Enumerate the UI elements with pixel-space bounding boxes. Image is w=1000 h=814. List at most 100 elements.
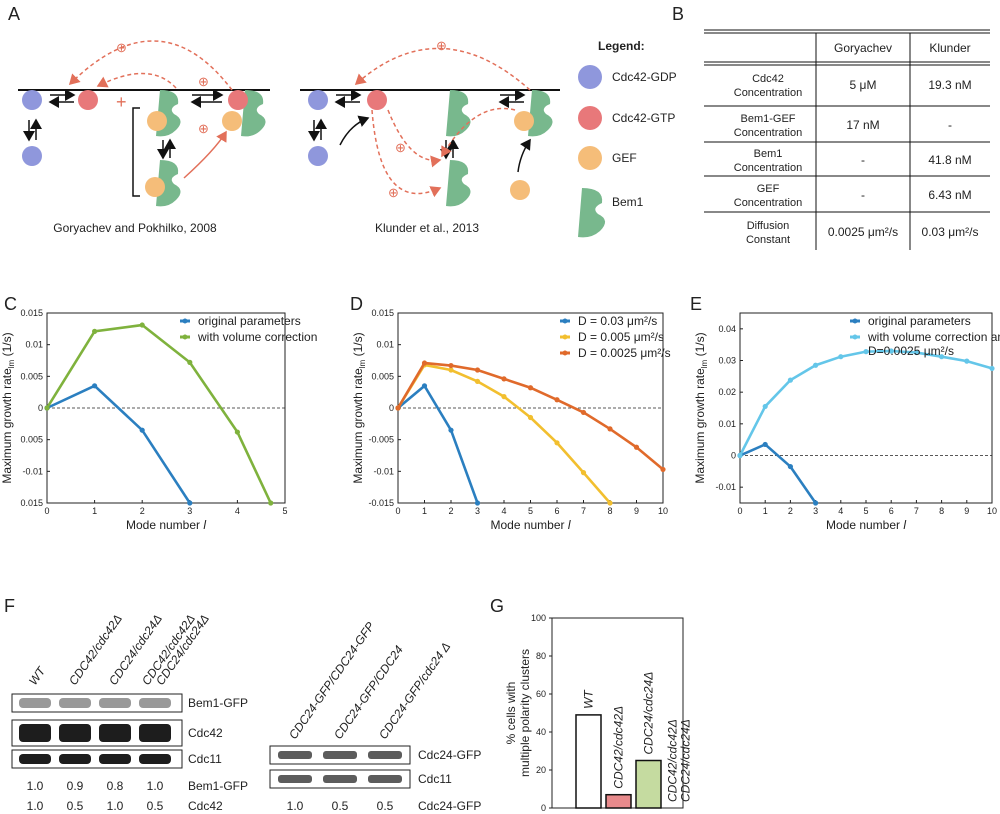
table-cell-goryachev: -	[861, 188, 865, 202]
table-cell-klunder: 6.43 nM	[928, 188, 971, 202]
data-point	[501, 394, 507, 400]
table-cell-klunder: 0.03 μm²/s	[922, 225, 979, 239]
quant-label: Bem1-GFP	[188, 779, 248, 793]
data-point	[421, 360, 428, 366]
cdc42-gdp-cytosol-r	[308, 146, 328, 166]
panel-label-a: A	[8, 4, 20, 24]
series-line-0	[740, 442, 817, 503]
x-tick-label: 10	[658, 506, 668, 516]
bar	[605, 793, 632, 809]
x-tick-label: 1	[92, 506, 97, 516]
data-point	[737, 452, 743, 459]
caption-klunder: Klunder et al., 2013	[375, 221, 479, 235]
legend-entry: with volume correction and	[867, 330, 1000, 344]
x-tick-label: 7	[581, 506, 586, 516]
data-point	[787, 377, 794, 383]
data-point	[762, 403, 768, 410]
data-point	[474, 378, 481, 384]
y-tick-label: 0.04	[718, 324, 736, 334]
data-point	[554, 397, 560, 403]
data-point	[838, 354, 844, 360]
series-line-0	[47, 384, 191, 503]
table-row-label: Bem1-GEF	[740, 113, 795, 125]
legend-marker	[182, 318, 188, 324]
blot-band	[323, 751, 357, 759]
caption-goryachev: Goryachev and Pokhilko, 2008	[53, 221, 217, 235]
legend-entry: with volume correction	[197, 330, 317, 344]
x-tick-label: 4	[235, 506, 240, 516]
data-point	[989, 365, 995, 372]
quant-value: 0.5	[377, 799, 394, 813]
quant-value: 0.9	[67, 779, 84, 793]
quant-value: 1.0	[27, 799, 44, 813]
cdc42-gtp	[78, 90, 98, 110]
y-tick-label: 0.015	[371, 308, 394, 318]
blot-band	[19, 698, 51, 708]
y-tick-label: 80	[536, 651, 546, 661]
legend-entry: original parameters	[868, 314, 971, 328]
feedback-arrow-left-inner	[96, 72, 177, 89]
legend-marker	[562, 318, 568, 324]
data-point	[474, 367, 481, 373]
quant-value: 1.0	[27, 779, 44, 793]
circle-plus-r1: ⊕	[436, 38, 447, 53]
x-tick-label: 0	[44, 506, 49, 516]
y-tick-label: 0.01	[25, 340, 43, 350]
quant-value: 0.5	[67, 799, 84, 813]
x-tick-label: 6	[889, 506, 894, 516]
parameter-table: Goryachev Klunder Cdc42 Concentration 5 μM 19…	[704, 29, 990, 250]
x-tick-label: 2	[448, 506, 453, 516]
y-tick-label: 0.005	[20, 371, 43, 381]
x-tick-label: 5	[528, 506, 533, 516]
bar	[575, 714, 602, 809]
series-line-1	[47, 323, 272, 503]
circle-plus-3: ⊕	[198, 121, 209, 136]
cdc42-gdp-cytosol	[22, 146, 42, 166]
x-tick-label: 1	[763, 506, 768, 516]
legend-label-bem1: Bem1	[612, 195, 644, 209]
data-point	[888, 348, 894, 354]
bem1-shape-r1	[446, 90, 471, 137]
lane-label: CDC24-GFP/CDC24-GFP	[286, 620, 377, 742]
data-point	[268, 500, 274, 506]
y-tick-label: 0	[38, 403, 43, 413]
blot-band	[19, 724, 51, 742]
series-line-1	[740, 349, 993, 457]
bar-label: CDC24/cdc24Δ	[679, 719, 693, 802]
panel-label-b: B	[672, 4, 684, 24]
x-tick-label: 10	[987, 506, 997, 516]
x-tick-label: 0	[737, 506, 742, 516]
y-axis-label: Maximum growth ratelm (1/s)	[0, 332, 16, 483]
bar-label: WT	[582, 689, 596, 709]
table-row-label: Bem1	[754, 148, 783, 160]
y-tick-label: 100	[531, 613, 546, 623]
cdc42-gtp-r	[367, 90, 387, 110]
circle-plus-1: ⊕	[116, 40, 127, 55]
legend-swatch-cdc42-gtp	[578, 106, 602, 130]
quant-value: 1.0	[287, 799, 304, 813]
x-tick-label: 3	[187, 506, 192, 516]
data-point	[913, 349, 920, 356]
table-row-label: Cdc42	[752, 73, 784, 85]
data-point	[234, 429, 240, 435]
bar-label: CDC42/cdc42Δ	[666, 719, 680, 802]
legend-marker	[852, 318, 858, 324]
x-tick-label: 9	[964, 506, 969, 516]
data-point	[787, 463, 794, 470]
legend-title: Legend:	[598, 39, 645, 53]
blot-band	[323, 775, 357, 783]
y-tick-label: 0.01	[718, 419, 736, 429]
data-point	[527, 414, 534, 421]
blot-band	[139, 724, 171, 742]
x-tick-label: 2	[788, 506, 793, 516]
feedback-arrow-right-low	[371, 109, 442, 198]
y-axis-label: % cells with	[504, 682, 518, 745]
y-tick-label: -0.005	[368, 435, 394, 445]
data-point	[939, 354, 945, 360]
legend-entry: original parameters	[198, 314, 301, 328]
panel-label-f: F	[4, 596, 15, 616]
data-point	[580, 470, 587, 476]
y-tick-label: 60	[536, 689, 546, 699]
x-axis-label: Mode number l	[826, 518, 906, 532]
